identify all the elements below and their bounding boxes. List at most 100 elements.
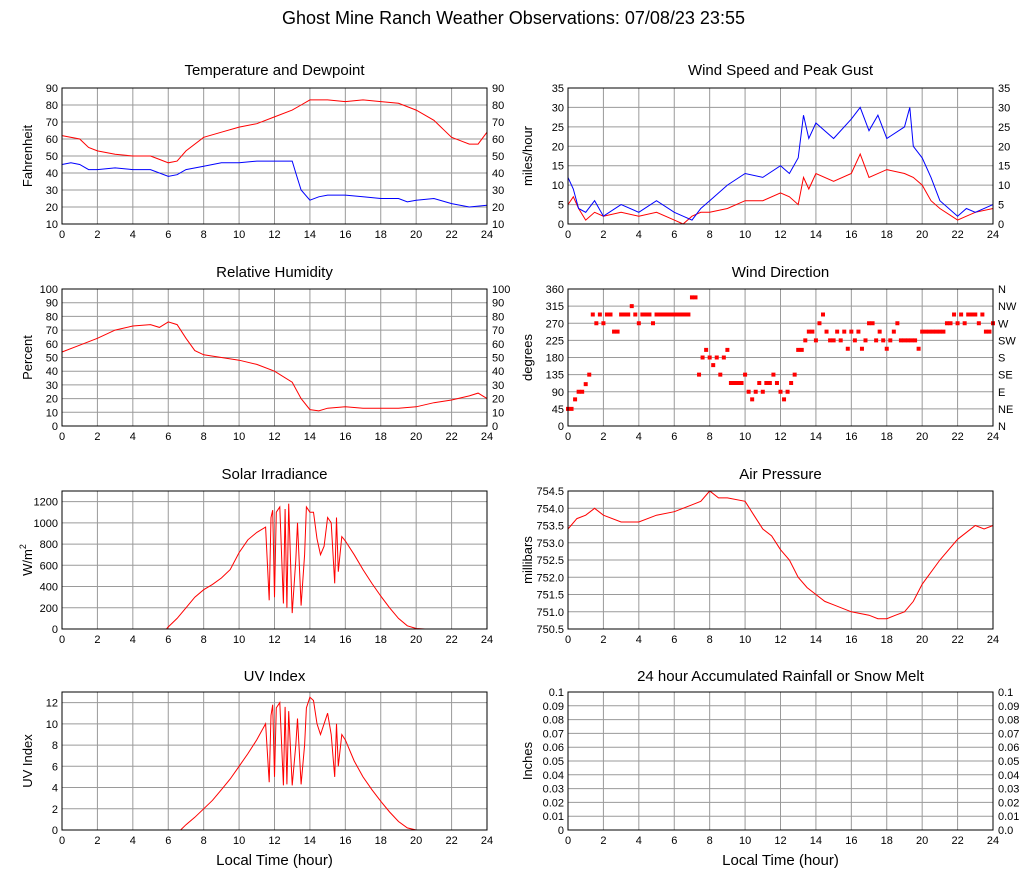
direction-point (870, 321, 875, 326)
right-tick-label: NE (998, 404, 1013, 416)
y-tick-label: 751.5 (536, 590, 564, 602)
direction-point (626, 312, 631, 317)
direction-point (746, 389, 751, 394)
direction-point (923, 329, 928, 334)
x-tick-label: 6 (671, 835, 677, 847)
y-tick-label: 753.0 (536, 538, 564, 550)
x-tick-label: 24 (987, 229, 999, 241)
direction-point (969, 312, 974, 317)
x-tick-label: 8 (201, 229, 207, 241)
x-tick-label: 16 (339, 835, 351, 847)
direction-point (824, 329, 829, 334)
right-tick-label: 40 (492, 168, 504, 180)
direction-point (789, 380, 794, 385)
x-tick-label: 24 (481, 229, 493, 241)
right-tick-label: 0.09 (998, 701, 1019, 713)
right-tick-label: SW (998, 335, 1016, 347)
y-tick-label: 135 (546, 370, 564, 382)
direction-point (675, 312, 680, 317)
x-tick-label: 20 (916, 835, 928, 847)
plot-frame (61, 691, 488, 831)
y-tick-label: 751.0 (536, 607, 564, 619)
series-line-1 (567, 490, 994, 620)
x-tick-label: 12 (774, 835, 786, 847)
x-tick-label: 12 (268, 835, 280, 847)
x-tick-label: 8 (707, 431, 713, 443)
chart-title: Temperature and Dewpoint (184, 62, 365, 79)
direction-point (721, 355, 726, 360)
y-tick-label: 753.5 (536, 521, 564, 533)
direction-point (739, 380, 744, 385)
y-axis-label: Inches (520, 741, 535, 780)
y-tick-label: 0.01 (543, 811, 564, 823)
x-tick-label: 8 (201, 835, 207, 847)
direction-point (980, 312, 985, 317)
direction-point (863, 338, 868, 343)
right-tick-label: 15 (998, 161, 1010, 173)
x-tick-label: 4 (636, 431, 642, 443)
x-tick-label: 6 (165, 835, 171, 847)
y-axis-label: Percent (20, 335, 35, 380)
y-tick-label: 0.03 (543, 784, 564, 796)
direction-point (987, 329, 992, 334)
direction-point (898, 338, 903, 343)
direction-point (774, 380, 779, 385)
x-axis-label: Local Time (hour) (722, 852, 839, 869)
x-tick-label: 6 (165, 634, 171, 646)
right-tick-label: 10 (492, 407, 504, 419)
direction-point (778, 389, 783, 394)
right-tick-label: 0 (998, 219, 1004, 231)
y-tick-label: 754.0 (536, 503, 564, 515)
y-tick-label: 20 (46, 394, 58, 406)
direction-point (934, 329, 939, 334)
x-tick-label: 24 (987, 431, 999, 443)
direction-point (902, 338, 907, 343)
right-tick-label: 5 (998, 200, 1004, 212)
x-tick-label: 22 (445, 634, 457, 646)
x-tick-label: 16 (339, 229, 351, 241)
x-tick-label: 4 (636, 229, 642, 241)
x-tick-label: 20 (916, 634, 928, 646)
series-line-1 (62, 696, 487, 831)
chart-direction: 0 2 4 6 8 10 12 14 16 18 20 22 240459013518022527031… (520, 264, 1017, 443)
y-tick-label: 0.08 (543, 715, 564, 727)
x-tick-label: 22 (951, 229, 963, 241)
direction-point (806, 329, 811, 334)
right-tick-label: N (998, 421, 1006, 433)
direction-point (821, 312, 825, 317)
right-tick-label: 90 (492, 83, 504, 95)
chart-title: Wind Speed and Peak Gust (688, 62, 874, 79)
direction-point (877, 329, 882, 334)
right-tick-label: 0.0 (998, 825, 1013, 837)
direction-point (665, 312, 670, 317)
x-tick-label: 10 (739, 835, 751, 847)
y-tick-label: 60 (46, 339, 58, 351)
right-tick-label: 0 (492, 421, 498, 433)
direction-point (629, 304, 634, 309)
direction-point (859, 346, 864, 351)
y-axis-label-superscript: 2 (18, 544, 28, 549)
y-tick-label: 30 (46, 185, 58, 197)
right-tick-label: 20 (492, 394, 504, 406)
direction-point (601, 321, 606, 326)
right-tick-label: 0.02 (998, 797, 1019, 809)
direction-point (697, 372, 702, 377)
x-tick-label: 2 (600, 431, 606, 443)
x-tick-label: 0 (565, 229, 571, 241)
x-tick-label: 2 (600, 835, 606, 847)
right-tick-label: 40 (492, 366, 504, 378)
direction-point (948, 321, 953, 326)
series-line-1 (567, 152, 994, 225)
y-tick-label: 2 (52, 804, 58, 816)
right-tick-label: 10 (492, 219, 504, 231)
x-tick-label: 4 (636, 634, 642, 646)
y-tick-label: 315 (546, 301, 564, 313)
y-tick-label: 1000 (34, 518, 58, 530)
direction-point (764, 380, 769, 385)
x-tick-label: 2 (600, 634, 606, 646)
y-tick-label: 0.02 (543, 797, 564, 809)
direction-point (852, 338, 857, 343)
direction-point (944, 321, 949, 326)
direction-point (803, 338, 808, 343)
